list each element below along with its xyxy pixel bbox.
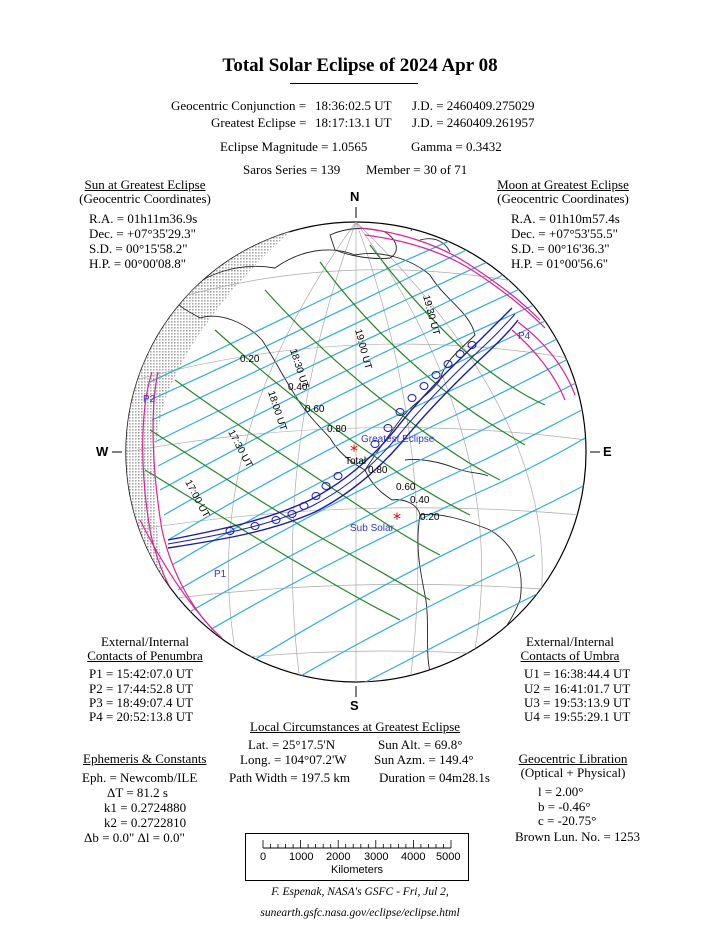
mag-label-020b: 0.20 bbox=[420, 512, 440, 523]
scale-tick-2000: 2000 bbox=[326, 851, 351, 863]
local-long: Long. = 104°07.2'W bbox=[240, 752, 347, 767]
local-sun-alt: Sun Alt. = 69.8° bbox=[378, 737, 463, 752]
libration-c: c = -20.75° bbox=[538, 813, 597, 828]
ephemeris-k2: k2 = 0.2722810 bbox=[104, 815, 187, 830]
moon-ra: R.A. = 01h10m57.4s bbox=[511, 211, 620, 226]
umbra-heading-2: Contacts of Umbra bbox=[520, 648, 620, 663]
penumbra-p2: P2 = 17:44:52.8 UT bbox=[89, 681, 194, 696]
sun-sd: S.D. = 00°15'58.2" bbox=[89, 241, 188, 256]
sub-solar-label: Sub Solar bbox=[350, 523, 395, 534]
footer-credit: F. Espenak, NASA's GSFC - Fri, Jul 2, bbox=[271, 886, 449, 898]
moon-dec: Dec. = +07°53'55.5" bbox=[511, 226, 618, 241]
compass-east: E bbox=[603, 444, 612, 459]
moon-subheading: (Geocentric Coordinates) bbox=[497, 191, 629, 206]
libration-l: l = 2.00° bbox=[538, 784, 584, 799]
sun-ra: R.A. = 01h11m36.9s bbox=[89, 211, 198, 226]
title-underline bbox=[290, 83, 418, 84]
local-path-width: Path Width = 197.5 km bbox=[229, 770, 351, 785]
scale-bar: 0 1000 2000 3000 4000 5000 Kilometers bbox=[245, 833, 469, 881]
umbra-u2: U2 = 16:41:01.7 UT bbox=[524, 681, 631, 696]
local-sun-azm: Sun Azm. = 149.4° bbox=[374, 752, 474, 767]
p2-label: P2 bbox=[143, 394, 156, 405]
umbra-u3: U3 = 19:53:13.9 UT bbox=[524, 695, 631, 710]
mag-label-080b: 0.80 bbox=[368, 465, 388, 476]
mag-label-040b: 0.40 bbox=[410, 495, 430, 506]
scale-tick-3000: 3000 bbox=[364, 851, 389, 863]
greatest-jd: J.D. = 2460409.261957 bbox=[412, 115, 535, 130]
p4-label: P4 bbox=[518, 331, 531, 342]
greatest-time: 18:17:13.1 UT bbox=[315, 115, 392, 130]
page-title: Total Solar Eclipse of 2024 Apr 08 bbox=[222, 55, 498, 76]
compass-south: S bbox=[350, 698, 359, 713]
time-lines bbox=[144, 244, 546, 621]
central-path-markers bbox=[225, 341, 477, 535]
sun-dec: Dec. = +07°35'29.3" bbox=[89, 226, 196, 241]
penumbra-heading-2: Contacts of Penumbra bbox=[87, 648, 203, 663]
greatest-eclipse-label: Greatest Eclipse bbox=[361, 434, 435, 445]
libration-heading: Geocentric Libration bbox=[518, 751, 628, 766]
compass-west: W bbox=[96, 444, 109, 459]
mag-label-080: 0.80 bbox=[327, 424, 347, 435]
saros-series: Saros Series = 139 bbox=[243, 162, 341, 177]
sun-heading: Sun at Greatest Eclipse bbox=[84, 177, 206, 192]
compass-north: N bbox=[350, 189, 360, 204]
penumbra-p1: P1 = 15:42:07.0 UT bbox=[89, 666, 194, 681]
moon-heading: Moon at Greatest Eclipse bbox=[497, 177, 629, 192]
gamma: Gamma = 0.3432 bbox=[411, 139, 502, 154]
saros-member: Member = 30 of 71 bbox=[366, 162, 468, 177]
greatest-label: Greatest Eclipse = bbox=[211, 115, 307, 130]
ephemeris-eph: Eph. = Newcomb/ILE bbox=[82, 770, 198, 785]
central-path bbox=[167, 307, 519, 549]
greatest-eclipse-marker: * bbox=[350, 441, 358, 460]
moon-sd: S.D. = 00°16'36.3" bbox=[511, 241, 610, 256]
compass-ticks bbox=[112, 207, 600, 697]
scale-tick-0: 0 bbox=[260, 851, 267, 863]
ephemeris-delta-b-l: Δb = 0.0" Δl = 0.0" bbox=[84, 830, 185, 845]
local-lat: Lat. = 25°17.5'N bbox=[248, 737, 336, 752]
conjunction-label: Geocentric Conjunction = bbox=[171, 98, 307, 113]
brown-lunation: Brown Lun. No. = 1253 bbox=[515, 829, 641, 844]
scale-tick-1000: 1000 bbox=[289, 851, 314, 863]
scale-unit: Kilometers bbox=[331, 864, 383, 876]
ephemeris-heading: Ephemeris & Constants bbox=[83, 751, 207, 766]
mag-label-020: 0.20 bbox=[240, 354, 260, 365]
conjunction-jd: J.D. = 2460409.275029 bbox=[412, 98, 535, 113]
umbra-u1: U1 = 16:38:44.4 UT bbox=[524, 666, 631, 681]
footer-url: sunearth.gsfc.nasa.gov/eclipse/eclipse.h… bbox=[260, 907, 460, 919]
scale-tick-4000: 4000 bbox=[401, 851, 426, 863]
libration-b: b = -0.46° bbox=[538, 799, 591, 814]
penumbra-p4: P4 = 20:52:13.8 UT bbox=[89, 709, 194, 724]
local-heading: Local Circumstances at Greatest Eclipse bbox=[250, 719, 461, 734]
umbra-u4: U4 = 19:55:29.1 UT bbox=[524, 709, 631, 724]
mag-label-040: 0.40 bbox=[288, 382, 308, 393]
scale-ruler bbox=[262, 840, 452, 849]
umbra-heading-1: External/Internal bbox=[525, 634, 615, 649]
sub-solar-marker: * bbox=[393, 509, 401, 528]
sun-hp: H.P. = 00°00'08.8" bbox=[89, 256, 187, 271]
mag-label-060: 0.60 bbox=[305, 404, 325, 415]
penumbra-p3: P3 = 18:49:07.4 UT bbox=[89, 695, 194, 710]
eclipse-magnitude: Eclipse Magnitude = 1.0565 bbox=[220, 139, 368, 154]
p1-label: P1 bbox=[214, 569, 227, 580]
ephemeris-k1: k1 = 0.2724880 bbox=[104, 800, 187, 815]
total-label: Total bbox=[345, 456, 366, 467]
ephemeris-delta-t: ΔT = 81.2 s bbox=[107, 785, 168, 800]
conjunction-time: 18:36:02.5 UT bbox=[315, 98, 392, 113]
scale-tick-5000: 5000 bbox=[436, 851, 461, 863]
penumbra-heading-1: External/Internal bbox=[100, 634, 190, 649]
libration-subheading: (Optical + Physical) bbox=[520, 765, 626, 780]
sun-subheading: (Geocentric Coordinates) bbox=[79, 191, 211, 206]
moon-hp: H.P. = 01°00'56.6" bbox=[511, 256, 609, 271]
local-duration: Duration = 04m28.1s bbox=[379, 770, 490, 785]
mag-label-060b: 0.60 bbox=[396, 482, 416, 493]
